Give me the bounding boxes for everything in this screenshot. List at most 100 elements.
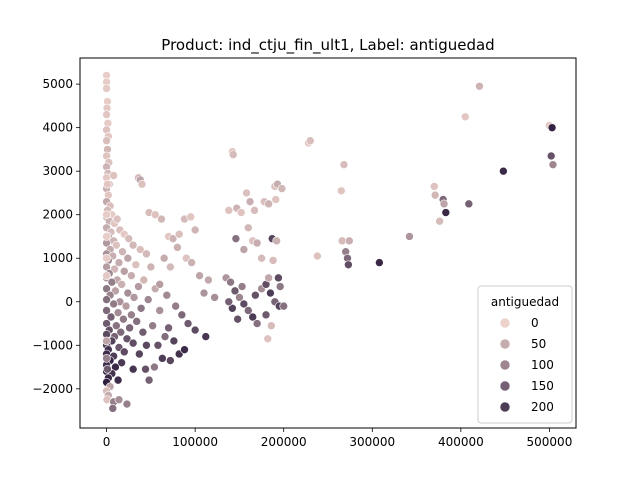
data-point xyxy=(109,299,118,309)
data-point xyxy=(131,260,141,270)
data-point xyxy=(180,345,189,354)
data-point xyxy=(107,277,117,287)
x-tick-label: 200000 xyxy=(261,435,307,449)
data-point xyxy=(119,266,129,276)
data-point xyxy=(109,171,118,180)
data-point xyxy=(239,299,249,309)
data-point xyxy=(171,301,180,311)
y-tick-label: 2000 xyxy=(42,208,73,222)
data-point xyxy=(435,216,444,226)
data-point xyxy=(132,317,141,326)
data-point xyxy=(102,295,111,304)
data-point xyxy=(141,364,150,374)
data-point xyxy=(139,275,149,285)
data-point xyxy=(102,306,111,315)
data-point xyxy=(339,160,349,169)
data-point xyxy=(102,284,111,294)
data-point xyxy=(305,136,315,146)
data-point xyxy=(102,210,111,220)
data-point xyxy=(164,323,173,333)
data-point xyxy=(235,293,244,302)
data-point xyxy=(138,327,148,337)
data-point xyxy=(441,208,451,217)
legend-label: 100 xyxy=(531,358,554,372)
data-point xyxy=(155,306,165,315)
data-point xyxy=(257,253,266,263)
data-point xyxy=(166,262,175,272)
data-point xyxy=(460,112,470,122)
legend-marker xyxy=(499,401,511,413)
data-point xyxy=(124,234,134,243)
data-point xyxy=(111,362,120,372)
data-point xyxy=(121,301,131,311)
y-axis: −2000 −1000 0 1000 2000 3000 4000 5000 xyxy=(32,77,80,396)
data-point xyxy=(119,314,128,324)
data-point xyxy=(102,336,111,346)
data-point xyxy=(243,223,253,233)
data-point xyxy=(268,256,278,265)
data-point xyxy=(142,340,151,350)
data-point xyxy=(122,399,132,409)
x-tick-label: 500000 xyxy=(527,435,573,449)
data-point xyxy=(112,321,121,331)
data-point xyxy=(119,347,129,357)
data-point xyxy=(190,325,200,335)
data-point xyxy=(128,240,138,250)
data-point xyxy=(210,293,219,302)
data-point xyxy=(160,332,170,341)
data-point xyxy=(150,362,159,372)
legend-marker xyxy=(499,338,511,350)
y-tick-label: 1000 xyxy=(42,251,73,265)
data-point xyxy=(123,288,133,298)
data-point xyxy=(277,184,287,193)
data-point xyxy=(344,260,353,270)
points-layer xyxy=(102,71,558,413)
data-point xyxy=(195,271,204,280)
data-point xyxy=(279,301,289,311)
data-point xyxy=(430,190,440,200)
y-tick-label: 4000 xyxy=(42,121,73,135)
data-point xyxy=(162,290,172,300)
data-point xyxy=(233,314,242,324)
data-point xyxy=(166,356,175,365)
data-point xyxy=(190,225,200,235)
x-tick-label: 100000 xyxy=(172,435,218,449)
data-point xyxy=(136,303,146,313)
data-point xyxy=(159,253,169,263)
data-point xyxy=(336,186,346,196)
data-point xyxy=(102,354,111,363)
chart-title: Product: ind_ctju_fin_ult1, Label: antig… xyxy=(161,36,494,55)
data-point xyxy=(129,293,139,302)
data-point xyxy=(114,258,124,267)
data-point xyxy=(127,310,136,320)
data-point xyxy=(242,188,251,198)
data-point xyxy=(548,160,558,169)
data-point xyxy=(153,340,163,350)
data-point xyxy=(186,212,196,222)
data-point xyxy=(224,206,234,215)
data-point xyxy=(224,297,234,307)
y-tick-label: −2000 xyxy=(32,382,73,396)
data-point xyxy=(405,232,414,241)
data-point xyxy=(102,84,111,93)
data-point xyxy=(475,81,484,91)
data-point xyxy=(142,249,151,259)
legend-label: 150 xyxy=(531,379,554,393)
data-point xyxy=(464,199,474,209)
data-point xyxy=(546,151,556,161)
data-point xyxy=(271,195,281,204)
data-point xyxy=(113,375,123,385)
y-tick-label: 5000 xyxy=(42,77,73,91)
data-point xyxy=(103,364,112,374)
data-point xyxy=(250,206,259,215)
data-point xyxy=(252,238,262,248)
data-point xyxy=(128,364,138,374)
data-point xyxy=(135,245,145,254)
data-point xyxy=(266,288,275,298)
data-point xyxy=(117,358,126,368)
data-point xyxy=(148,321,157,331)
data-point xyxy=(137,179,147,189)
legend-label: 50 xyxy=(531,337,546,351)
legend-marker xyxy=(499,380,511,392)
